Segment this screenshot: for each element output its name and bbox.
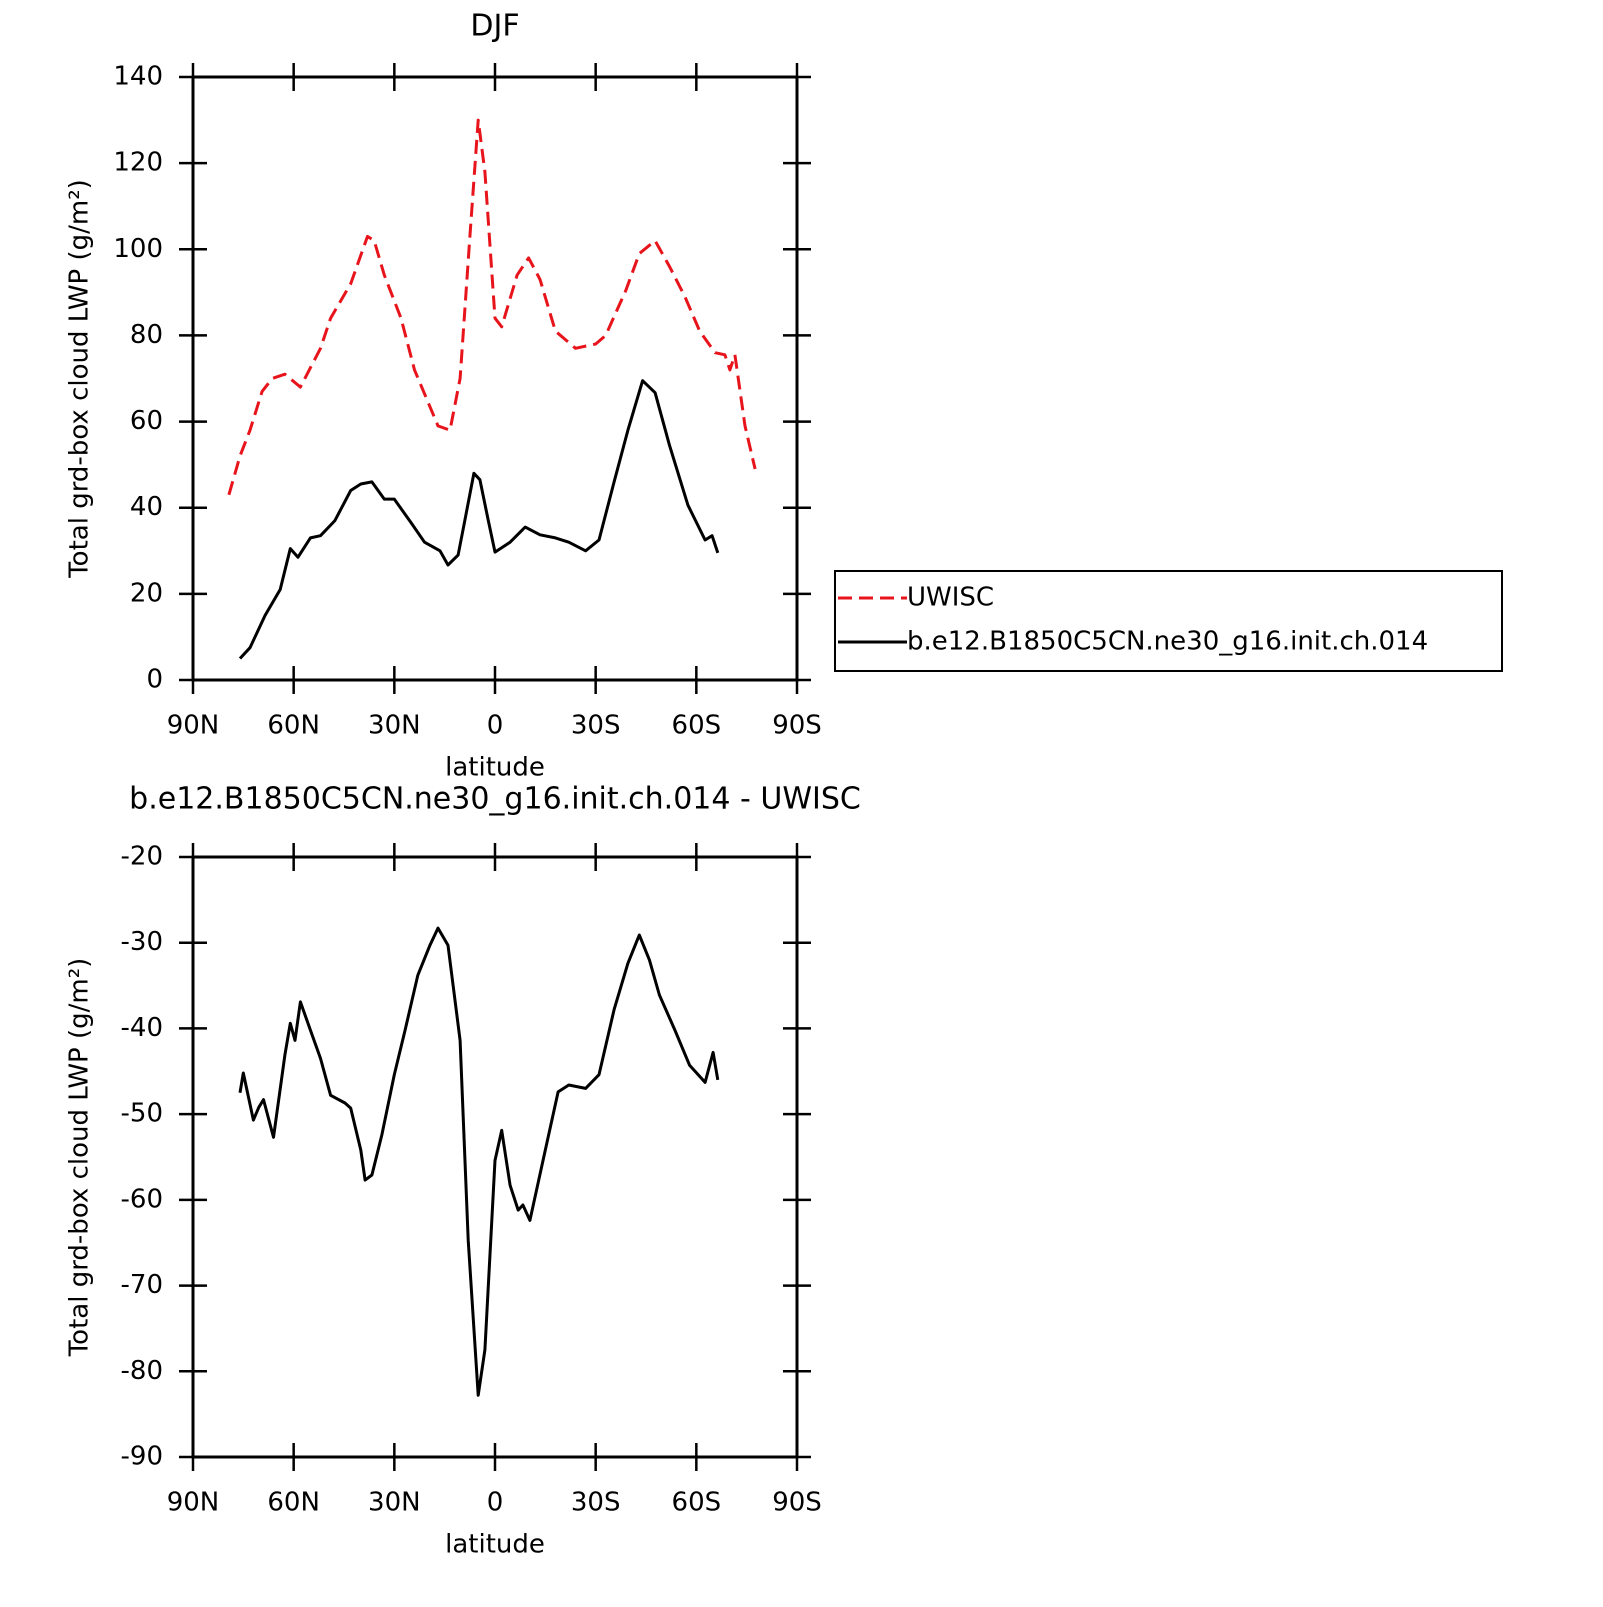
data-line <box>238 926 720 1397</box>
y-tick-label: 120 <box>113 148 163 178</box>
y-tick-label: 140 <box>113 62 163 92</box>
y-tick-label: -30 <box>121 927 163 957</box>
y-tick-label: -50 <box>121 1099 163 1129</box>
chart-title: b.e12.B1850C5CN.ne30_g16.init.ch.014 - U… <box>129 782 861 817</box>
y-tick-label: 0 <box>146 665 163 695</box>
x-tick-label: 90S <box>772 1488 822 1518</box>
legend-label: UWISC <box>907 583 994 613</box>
legend-box <box>834 570 1503 672</box>
y-tick-label: 80 <box>130 320 163 350</box>
plot-frame <box>191 75 799 682</box>
legend-label: b.e12.B1850C5CN.ne30_g16.init.ch.014 <box>907 627 1428 657</box>
x-tick-label: 60S <box>672 1488 722 1518</box>
x-tick-label: 90N <box>167 711 220 741</box>
x-tick-label: 30N <box>368 1488 421 1518</box>
x-tick-label: 30S <box>571 711 621 741</box>
x-axis-label: latitude <box>445 1530 545 1560</box>
y-tick-label: 20 <box>130 578 163 608</box>
x-tick-label: 90N <box>167 1488 220 1518</box>
y-tick-label: 40 <box>130 492 163 522</box>
x-tick-label: 0 <box>487 711 504 741</box>
y-axis-label: Total grd-box cloud LWP (g/m²) <box>65 179 95 579</box>
y-tick-label: 100 <box>113 234 163 264</box>
x-tick-label: 60N <box>267 1488 320 1518</box>
chart-title: DJF <box>470 9 519 44</box>
y-tick-label: -70 <box>121 1270 163 1300</box>
y-tick-label: -90 <box>121 1442 163 1472</box>
data-line <box>227 118 757 496</box>
plot-frame <box>191 855 799 1459</box>
y-tick-label: -60 <box>121 1184 163 1214</box>
x-tick-label: 90S <box>772 711 822 741</box>
x-tick-label: 60N <box>267 711 320 741</box>
x-tick-label: 30S <box>571 1488 621 1518</box>
y-tick-label: 60 <box>130 406 163 436</box>
x-tick-label: 60S <box>672 711 722 741</box>
y-tick-label: -80 <box>121 1356 163 1386</box>
x-axis-label: latitude <box>445 753 545 783</box>
y-axis-label: Total grd-box cloud LWP (g/m²) <box>65 958 95 1358</box>
x-tick-label: 30N <box>368 711 421 741</box>
y-tick-label: -40 <box>121 1013 163 1043</box>
y-tick-label: -20 <box>121 842 163 872</box>
x-tick-label: 0 <box>487 1488 504 1518</box>
data-line <box>238 379 720 660</box>
